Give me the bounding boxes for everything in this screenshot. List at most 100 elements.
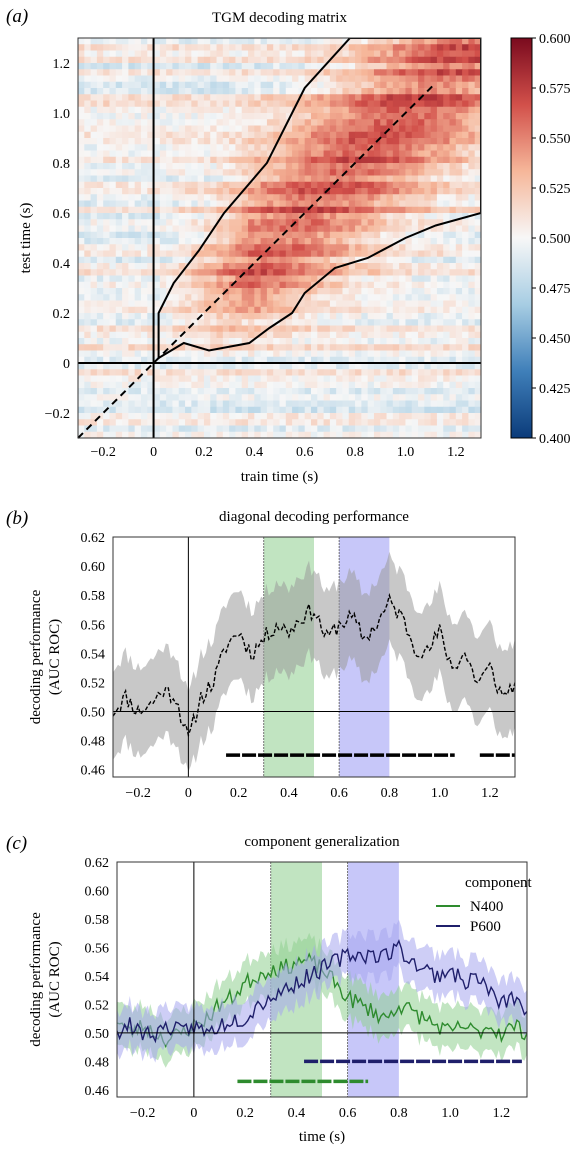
heatmap-cell: [128, 419, 136, 426]
heatmap-cell: [241, 406, 249, 414]
heatmap-cell: [285, 219, 293, 226]
heatmap-cell: [405, 244, 413, 251]
heatmap-cell: [191, 413, 199, 420]
heatmap-cell: [367, 81, 375, 89]
heatmap-cell: [443, 144, 451, 151]
heatmap-cell: [153, 400, 161, 408]
heatmap-cell: [122, 269, 129, 276]
heatmap-cell: [342, 194, 350, 201]
heatmap-cell: [140, 288, 148, 295]
heatmap-cell: [336, 375, 343, 383]
heatmap-cell: [203, 50, 211, 58]
heatmap-cell: [292, 281, 299, 289]
heatmap-cell: [418, 213, 425, 220]
heatmap-cell: [122, 138, 129, 145]
heatmap-cell: [380, 325, 388, 333]
heatmap-cell: [436, 125, 444, 133]
heatmap-cell: [411, 63, 419, 70]
heatmap-cell: [235, 38, 243, 45]
heatmap-cell: [373, 381, 381, 389]
heatmap-cell: [84, 88, 92, 95]
heatmap-cell: [203, 350, 211, 358]
heatmap-cell: [285, 400, 293, 408]
heatmap-cell: [418, 50, 425, 58]
heatmap-cell: [266, 306, 274, 314]
heatmap-cell: [411, 338, 419, 345]
heatmap-cell: [273, 56, 280, 64]
heatmap-cell: [443, 375, 451, 383]
heatmap-cell: [178, 413, 186, 420]
heatmap-cell: [298, 363, 306, 370]
heatmap-cell: [203, 375, 211, 383]
heatmap-cell: [122, 344, 129, 351]
heatmap-cell: [84, 344, 92, 351]
heatmap-cell: [115, 425, 123, 433]
heatmap-cell: [96, 331, 104, 339]
heatmap-cell: [254, 263, 262, 270]
heatmap-cell: [266, 363, 274, 370]
heatmap-cell: [185, 350, 192, 358]
heatmap-cell: [103, 225, 110, 233]
heatmap-cell: [361, 69, 369, 76]
heatmap-cell: [248, 281, 255, 289]
heatmap-cell: [210, 219, 218, 226]
heatmap-cell: [474, 163, 481, 170]
heatmap-cell: [197, 88, 205, 95]
heatmap-cell: [229, 244, 236, 251]
heatmap-cell: [128, 100, 136, 108]
heatmap-cell: [449, 275, 457, 283]
heatmap-cell: [128, 413, 136, 420]
heatmap-cell: [191, 363, 199, 370]
heatmap-cell: [185, 400, 192, 408]
heatmap-cell: [443, 369, 451, 376]
heatmap-cell: [462, 425, 469, 433]
heatmap-cell: [317, 375, 325, 383]
heatmap-cell: [216, 225, 224, 233]
heatmap-cell: [103, 163, 110, 170]
heatmap-cell: [449, 294, 457, 301]
heatmap-cell: [84, 63, 92, 70]
heatmap-cell: [298, 81, 306, 89]
heatmap-cell: [348, 169, 356, 176]
heatmap-cell: [418, 200, 425, 208]
heatmap-cell: [310, 306, 318, 314]
heatmap-cell: [172, 188, 180, 195]
heatmap-cell: [241, 275, 249, 283]
heatmap-cell: [109, 38, 117, 45]
heatmap-cell: [317, 100, 325, 108]
heatmap-cell: [172, 44, 180, 51]
heatmap-cell: [216, 219, 224, 226]
heatmap-cell: [216, 63, 224, 70]
heatmap-cell: [468, 369, 476, 376]
heatmap-cell: [361, 325, 369, 333]
heatmap-cell: [380, 88, 388, 95]
heatmap-cell: [336, 150, 343, 158]
heatmap-cell: [84, 125, 92, 133]
heatmap-cell: [424, 200, 432, 208]
heatmap-cell: [386, 281, 394, 289]
heatmap-cell: [424, 388, 432, 395]
heatmap-cell: [178, 338, 186, 345]
heatmap-cell: [140, 113, 148, 120]
heatmap-cell: [115, 281, 123, 289]
heatmap-cell: [260, 131, 268, 139]
heatmap-cell: [323, 56, 331, 64]
heatmap-cell: [361, 331, 369, 339]
heatmap-cell: [115, 325, 123, 333]
heatmap-cell: [449, 200, 457, 208]
heatmap-cell: [380, 144, 388, 151]
heatmap-cell: [361, 44, 369, 51]
heatmap-cell: [348, 319, 356, 326]
heatmap-cell: [474, 94, 481, 101]
heatmap-cell: [317, 263, 325, 270]
heatmap-cell: [298, 344, 306, 351]
heatmap-cell: [392, 231, 400, 239]
heatmap-cell: [361, 119, 369, 126]
colorbar-tick-label: 0.575: [539, 82, 571, 97]
heatmap-cell: [153, 100, 161, 108]
chart-title: diagonal decoding performance: [219, 509, 409, 525]
heatmap-cell: [147, 125, 155, 133]
heatmap-cell: [229, 88, 236, 95]
heatmap-cell: [317, 363, 325, 370]
heatmap-cell: [304, 38, 312, 45]
